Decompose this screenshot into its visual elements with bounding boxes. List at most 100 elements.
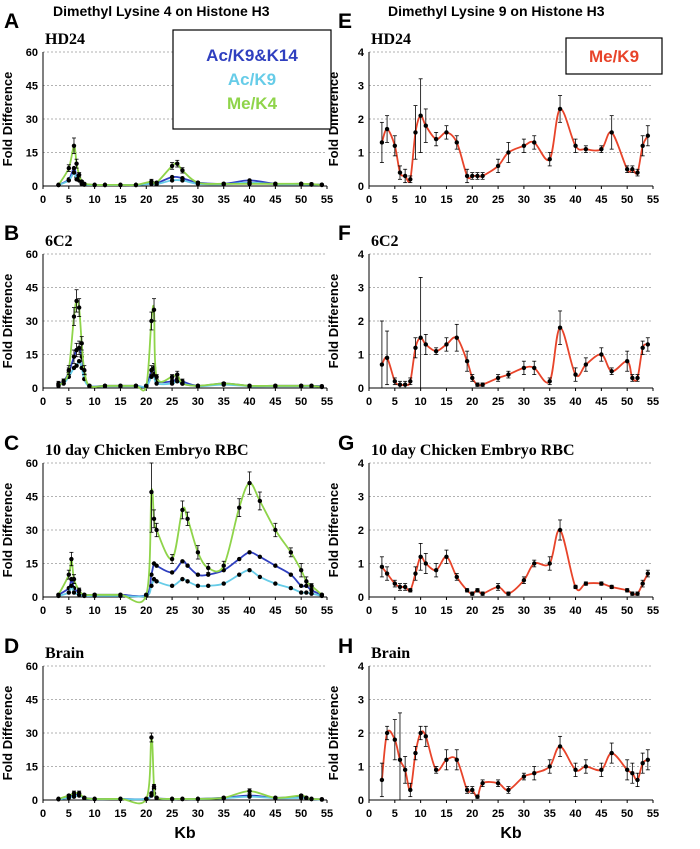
x-tick-label: 5 — [392, 194, 398, 206]
x-axis-label: Kb — [500, 825, 522, 842]
panel-c: C 10 day Chicken Embryo RBC 0 15 30 45 60 0 5 10 1… — [0, 432, 333, 617]
data-point — [298, 383, 304, 388]
data-point — [257, 498, 263, 504]
data-point — [144, 592, 149, 597]
panel-d: D Brain 0 15 30 45 60 0 5 10 15 20 25 30 35 40 45 50 55 Fol… — [0, 635, 333, 842]
panel-letter: A — [4, 10, 19, 33]
data-point — [532, 365, 537, 371]
data-point — [624, 588, 630, 593]
y-tick-label: 3 — [358, 81, 364, 93]
x-tick-label: 0 — [40, 605, 46, 617]
data-point — [169, 178, 175, 183]
y-tick-label: 0 — [32, 795, 38, 807]
x-tick-label: 55 — [321, 808, 333, 820]
data-point — [76, 588, 82, 593]
data-point — [66, 572, 72, 577]
data-point — [464, 588, 470, 593]
data-point — [133, 182, 139, 188]
x-tick-label: 50 — [295, 194, 307, 206]
y-tick-label: 60 — [26, 249, 38, 261]
x-tick-label: 10 — [89, 194, 101, 206]
x-tick-label: 15 — [440, 396, 452, 408]
x-tick-label: 50 — [295, 808, 307, 820]
y-tick-label: 3 — [358, 695, 364, 707]
panel-title: 6C2 — [45, 233, 73, 250]
data-point — [630, 167, 635, 172]
data-point — [273, 795, 278, 800]
data-point — [521, 143, 527, 148]
y-tick-label: 2 — [358, 728, 364, 740]
data-point — [185, 563, 190, 568]
data-point — [71, 354, 77, 359]
data-point — [392, 581, 398, 586]
x-tick-label: 10 — [415, 396, 427, 408]
data-point — [475, 588, 480, 593]
panel-title: Brain — [45, 645, 84, 662]
data-point — [76, 592, 82, 597]
data-point — [82, 367, 87, 373]
y-tick-label: 0 — [358, 795, 364, 807]
x-tick-label: 45 — [595, 194, 607, 206]
x-tick-label: 20 — [466, 605, 478, 617]
data-point — [609, 130, 614, 135]
data-point — [66, 590, 72, 595]
data-point — [532, 140, 537, 145]
right-column-header: Dimethyl Lysine 9 on Histone H3 — [388, 3, 605, 19]
x-tick-label: 30 — [192, 605, 204, 617]
data-point — [630, 591, 635, 596]
data-point — [118, 182, 123, 188]
x-tick-label: 45 — [595, 396, 607, 408]
y-tick-label: 1 — [358, 762, 364, 774]
series-line — [58, 360, 322, 388]
data-point — [92, 182, 97, 188]
x-tick-label: 40 — [569, 194, 581, 206]
data-point — [413, 130, 418, 135]
x-tick-label: 20 — [466, 396, 478, 408]
y-tick-label: 15 — [26, 148, 38, 160]
x-axis-label: Kb — [174, 825, 196, 842]
data-point — [169, 556, 175, 562]
data-point — [402, 382, 408, 387]
data-point — [480, 781, 485, 786]
x-tick-label: 45 — [269, 808, 281, 820]
y-tick-label: 0 — [32, 592, 38, 604]
data-point — [304, 579, 309, 584]
series-line — [57, 144, 322, 187]
x-tick-label: 55 — [647, 194, 659, 206]
data-point — [423, 561, 428, 566]
x-tick-label: 25 — [166, 396, 178, 408]
data-point — [56, 383, 61, 388]
data-point — [180, 507, 185, 513]
panel-title: 10 day Chicken Embryo RBC — [45, 442, 249, 459]
data-point — [149, 318, 154, 324]
x-tick-label: 0 — [366, 808, 372, 820]
data-point — [583, 764, 589, 769]
x-tick-label: 35 — [544, 808, 556, 820]
data-point — [402, 767, 408, 773]
data-point — [195, 550, 201, 555]
data-point — [151, 784, 157, 789]
y-tick-label: 4 — [358, 661, 365, 673]
data-point — [66, 367, 72, 373]
data-point — [645, 571, 651, 576]
data-point — [408, 379, 413, 384]
data-point — [71, 170, 77, 175]
data-point — [273, 581, 278, 586]
x-tick-label: 25 — [492, 194, 504, 206]
y-axis-label: Fold Difference — [0, 686, 15, 781]
x-tick-label: 20 — [466, 808, 478, 820]
data-point — [645, 133, 651, 138]
data-point — [169, 796, 175, 802]
data-point — [397, 757, 403, 762]
x-tick-label: 50 — [621, 194, 633, 206]
data-point — [506, 591, 511, 596]
data-point — [247, 383, 252, 388]
data-point — [56, 592, 61, 597]
y-axis-label: Fold Difference — [0, 274, 15, 369]
data-point — [480, 591, 485, 596]
y-tick-label: 3 — [358, 492, 364, 504]
data-point — [599, 767, 604, 773]
panel-letter: B — [4, 222, 19, 245]
series-line — [381, 529, 649, 596]
data-point — [573, 767, 578, 773]
